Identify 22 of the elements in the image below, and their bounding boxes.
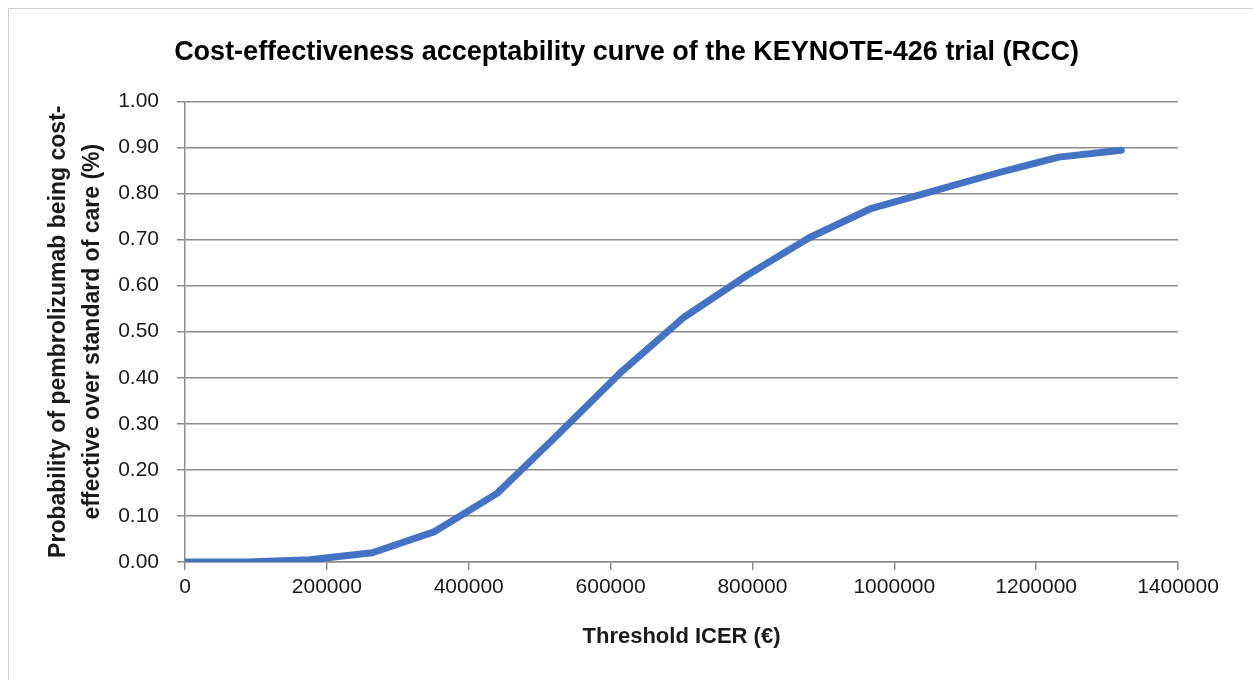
- y-tick-label: 0.60: [118, 272, 159, 296]
- x-tick-label: 1000000: [853, 574, 936, 598]
- x-tick-label: 1200000: [995, 574, 1078, 598]
- x-tick-label: 1400000: [1137, 574, 1219, 598]
- y-tick-label: 0.50: [118, 318, 159, 342]
- y-tick-label: 0.70: [118, 226, 159, 250]
- y-tick-label: 0.00: [118, 548, 159, 572]
- x-tick-label: 600000: [575, 574, 646, 598]
- x-tick-label: 400000: [433, 574, 504, 598]
- y-tick-label: 1.00: [118, 88, 159, 112]
- y-tick-label: 0.20: [118, 456, 159, 480]
- chart-title: Cost-effectiveness acceptability curve of the KEYNOTE-426 trial (RCC): [174, 35, 1079, 66]
- y-axis-title: Probability of pembrolizumab being cost-effective over standard of care (%): [43, 105, 105, 558]
- y-tick-label: 0.80: [118, 180, 159, 204]
- y-tick-label: 0.10: [118, 502, 159, 526]
- x-tick-label: 0: [179, 574, 191, 598]
- y-tick-label: 0.90: [118, 134, 159, 158]
- y-tick-label: 0.40: [118, 364, 159, 388]
- x-tick-label: 200000: [291, 574, 362, 598]
- y-tick-label: 0.30: [118, 410, 159, 434]
- x-axis-title: Threshold ICER (€): [582, 622, 781, 648]
- x-tick-label: 800000: [717, 574, 788, 598]
